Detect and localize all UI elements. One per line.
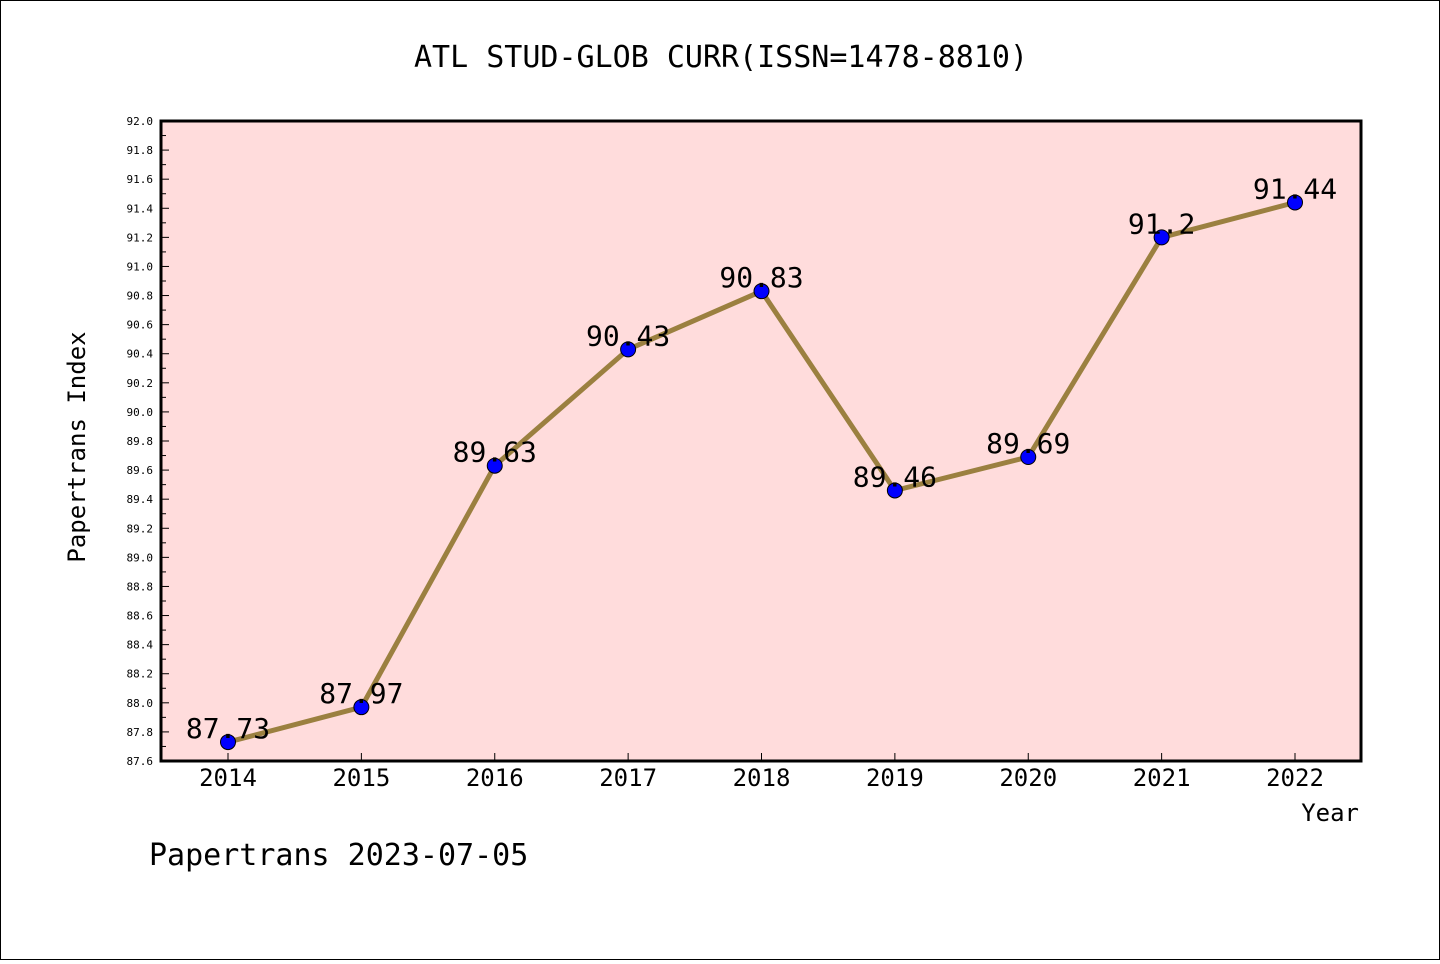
y-tick-label: 90.0 [127, 406, 154, 419]
data-label: 87.97 [319, 677, 403, 710]
x-tick-label: 2021 [1133, 764, 1191, 792]
y-tick-label: 89.6 [127, 464, 154, 477]
y-tick-label: 88.6 [127, 610, 154, 623]
data-point [220, 734, 236, 751]
data-point [1153, 229, 1170, 246]
chart-title: ATL STUD-GLOB CURR(ISSN=1478-8810) [414, 40, 1028, 75]
y-tick-label: 88.0 [127, 697, 154, 710]
y-tick-label: 91.2 [127, 231, 154, 244]
y-tick-label: 90.6 [127, 319, 154, 332]
y-tick-label: 89.2 [127, 522, 154, 535]
footer-text: Papertrans 2023-07-05 [149, 838, 528, 873]
y-tick-label: 88.8 [127, 580, 154, 593]
y-tick-label: 87.8 [127, 726, 154, 739]
data-point [353, 699, 370, 716]
data-point [886, 482, 903, 499]
y-tick-label: 89.8 [127, 435, 154, 448]
y-axis-label: Papertrans Index [63, 331, 91, 562]
x-tick-label: 2019 [866, 764, 924, 792]
y-tick-label: 89.4 [127, 493, 154, 506]
data-label: 91.44 [1253, 172, 1337, 205]
data-point [1020, 449, 1037, 465]
x-tick-label: 2016 [466, 764, 524, 792]
x-tick-label: 2017 [599, 764, 657, 792]
y-tick-label: 92.0 [127, 115, 154, 128]
data-point [753, 283, 770, 300]
x-axis-label: Year [1301, 799, 1359, 827]
data-label: 89.46 [853, 460, 937, 493]
data-point [620, 341, 637, 358]
data-label: 89.69 [986, 427, 1070, 460]
y-tick-label: 90.8 [127, 290, 154, 303]
series-layer [220, 194, 1303, 751]
data-point [486, 457, 503, 474]
y-tick-label: 88.2 [127, 668, 154, 681]
x-axis-ticks: 2014 2015 2016 2017 2018 2019 2020 2021 2022 [199, 753, 1324, 792]
y-tick-label: 87.6 [127, 755, 154, 768]
y-tick-label: 89.0 [127, 551, 154, 564]
y-tick-label: 91.8 [127, 144, 154, 157]
x-tick-label: 2022 [1266, 764, 1324, 792]
x-tick-label: 2018 [733, 764, 791, 792]
y-tick-label: 88.4 [127, 639, 154, 652]
data-label: 90.83 [719, 261, 803, 294]
data-label: 90.43 [586, 319, 670, 352]
x-tick-label: 2014 [199, 764, 257, 792]
plot-area [159, 119, 1363, 763]
y-axis-ticks: 87.6 87.8 88.0 88.2 88.4 88.6 88.8 89.0 89.2 89.4… [127, 115, 169, 768]
y-tick-label: 91.0 [127, 260, 154, 273]
x-tick-label: 2015 [332, 764, 390, 792]
y-tick-label: 91.4 [127, 202, 154, 215]
y-tick-label: 90.4 [127, 348, 154, 361]
data-label: 89.63 [453, 436, 537, 469]
y-tick-label: 90.2 [127, 377, 154, 390]
data-point [1287, 194, 1303, 211]
y-tick-label: 91.6 [127, 173, 154, 186]
data-labels: 87.73 87.97 89.63 90.43 90.83 89.46 89.69 91.2 9… [186, 172, 1337, 745]
data-label: 87.73 [186, 712, 270, 745]
data-label: 91.2 [1128, 207, 1195, 240]
x-tick-label: 2020 [999, 764, 1057, 792]
